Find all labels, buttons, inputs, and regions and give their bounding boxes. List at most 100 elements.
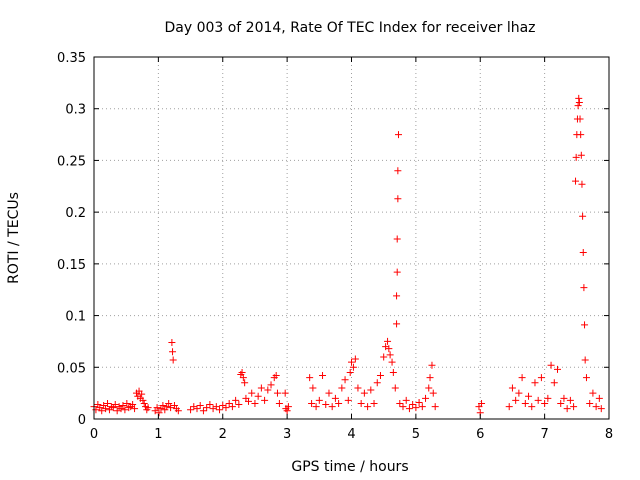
grid [94, 57, 609, 419]
data-point [264, 386, 272, 394]
y-axis-label: ROTI / TECUs [6, 192, 22, 284]
data-point [563, 405, 571, 413]
data-point [592, 403, 600, 411]
data-point [281, 389, 289, 397]
data-point [140, 399, 148, 407]
data-point [373, 379, 381, 387]
data-point [121, 406, 129, 414]
data-point [537, 374, 545, 382]
data-point [394, 167, 402, 175]
data-point [216, 406, 224, 414]
data-point [394, 195, 402, 203]
data-point [155, 409, 163, 417]
y-tick-label: 0.3 [65, 103, 86, 118]
data-point [241, 379, 249, 387]
data-point [589, 389, 597, 397]
data-point [131, 405, 139, 413]
y-tick-label: 0.1 [65, 310, 86, 325]
data-point [275, 399, 283, 407]
data-point [153, 404, 161, 412]
data-point [267, 381, 275, 389]
data-point [346, 368, 354, 376]
data-point [193, 405, 201, 413]
y-tick-label: 0.15 [57, 258, 86, 273]
data-point [385, 345, 393, 353]
data-point [257, 384, 265, 392]
data-point [393, 320, 401, 328]
data-point [576, 115, 584, 123]
x-tick-label: 0 [90, 427, 98, 442]
data-point [554, 365, 561, 373]
data-point [283, 407, 291, 415]
data-point [357, 399, 365, 407]
data-point [119, 402, 127, 410]
data-point [389, 368, 397, 376]
data-point [534, 396, 542, 404]
data-point [232, 396, 240, 404]
data-point [528, 403, 536, 411]
data-point [341, 376, 349, 384]
data-point [139, 396, 147, 404]
x-tick-label: 3 [283, 427, 291, 442]
data-point [196, 402, 204, 410]
data-point [384, 337, 392, 345]
data-point [319, 372, 327, 380]
data-point [388, 358, 396, 366]
y-tick-label: 0.2 [65, 206, 86, 221]
data-point [521, 399, 529, 407]
data-point [415, 398, 423, 406]
data-point [394, 131, 402, 139]
data-point [577, 131, 585, 139]
data-point [331, 394, 339, 402]
data-point [409, 401, 417, 409]
plot-frame [93, 56, 610, 420]
y-tick-label: 0.25 [57, 154, 86, 169]
data-point [308, 399, 316, 407]
data-point [597, 405, 605, 413]
data-point [541, 399, 549, 407]
data-point [113, 407, 121, 415]
data-point [138, 390, 146, 398]
data-point [284, 403, 292, 411]
data-point [570, 403, 578, 411]
data-point [360, 389, 368, 397]
x-tick-label: 2 [219, 427, 227, 442]
data-point [428, 361, 436, 369]
axes: 0 1 2 3 4 5 6 7 8 0 0.05 0.1 0.15 0.2 0.25 0.3 0.35 [57, 51, 613, 442]
data-point [123, 399, 131, 407]
data-point [335, 399, 343, 407]
data-point [393, 235, 401, 243]
data-point [393, 292, 401, 300]
data-point [405, 405, 413, 413]
data-point [199, 407, 207, 415]
data-point [577, 151, 585, 159]
data-point [104, 399, 112, 407]
data-point [508, 384, 516, 392]
data-point [344, 396, 352, 404]
data-point [393, 268, 401, 276]
data-point [425, 384, 433, 392]
data-point [159, 402, 167, 410]
data-point [402, 396, 410, 404]
data-point [364, 403, 372, 411]
data-point [579, 212, 587, 220]
data-point [376, 372, 384, 380]
data-point [98, 407, 106, 415]
data-point [261, 396, 269, 404]
data-point [380, 353, 388, 361]
data-point [306, 374, 314, 382]
data-point [581, 321, 589, 329]
data-point [254, 392, 262, 400]
data-point [144, 404, 152, 412]
data-point [238, 368, 246, 376]
x-tick-label: 1 [154, 427, 162, 442]
x-tick-label: 4 [347, 427, 355, 442]
data-point [431, 403, 439, 411]
data-point [367, 386, 375, 394]
x-tick-label: 6 [476, 427, 484, 442]
data-point [560, 394, 568, 402]
data-point [370, 399, 378, 407]
data-point [386, 351, 394, 359]
data-point [168, 338, 176, 346]
